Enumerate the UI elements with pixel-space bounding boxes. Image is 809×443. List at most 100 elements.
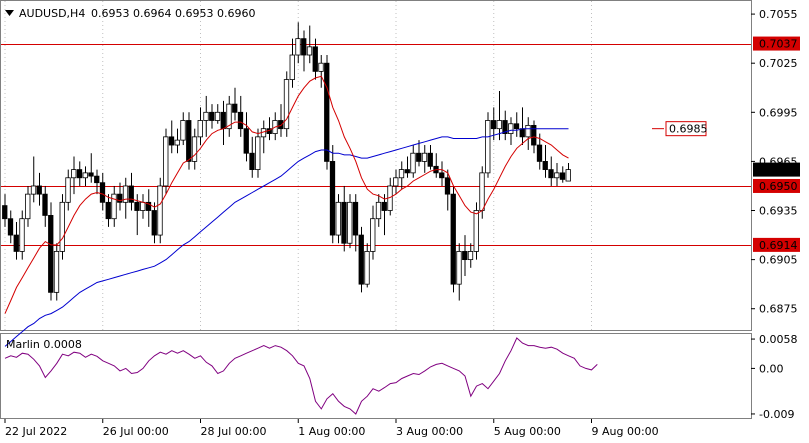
candle-body (59, 201, 65, 252)
level-label: 0.6950 (753, 178, 800, 193)
candle (318, 55, 324, 88)
fast-moving-average-line (4, 75, 569, 314)
level-label-text: 0.6950 (759, 180, 798, 193)
candle-body (243, 128, 249, 154)
indicator-panel[interactable] (0, 333, 752, 419)
triangle-down-icon[interactable] (5, 10, 14, 16)
candle-body (82, 172, 88, 179)
candle-body (209, 111, 215, 121)
candle (122, 177, 129, 219)
candle (358, 226, 364, 293)
level-label-text: 0.7037 (759, 38, 798, 51)
time-tick-label: 5 Aug 00:00 (494, 425, 561, 438)
candle (508, 117, 514, 146)
candle-body (542, 161, 548, 170)
candle-body (508, 123, 514, 134)
candle (53, 243, 60, 301)
candle (30, 156, 37, 203)
candle (554, 163, 560, 186)
candle-body (329, 161, 336, 236)
candle (473, 202, 479, 260)
candle (151, 202, 157, 244)
candle-body (186, 120, 192, 162)
candle (203, 95, 209, 137)
candle (117, 182, 123, 211)
candle-body (289, 54, 295, 80)
price-tick-label: 0.6935 (759, 205, 798, 218)
candle-body (94, 175, 100, 184)
candle (542, 145, 548, 178)
candle (329, 145, 336, 244)
indicator-tick-label: 0.0058 (759, 333, 798, 346)
indicator-tick-label: -0.009 (759, 408, 794, 421)
time-tick-label: 26 Jul 00:00 (103, 425, 169, 438)
candle (467, 243, 474, 268)
candle-body (536, 144, 543, 162)
candle (347, 194, 353, 249)
candle (289, 38, 295, 88)
candle (88, 153, 94, 183)
candle-body (450, 193, 456, 285)
candle (485, 112, 491, 178)
grid (4, 1, 592, 330)
candle (375, 194, 382, 227)
candle (450, 185, 456, 293)
candle (416, 140, 422, 167)
candle-body (490, 120, 497, 130)
price-tick-label: 0.6875 (759, 303, 798, 316)
price-axis[interactable]: 0.70550.70250.69950.69650.69350.69050.68… (751, 8, 800, 316)
candle-body (19, 218, 25, 252)
candle-body (439, 172, 445, 179)
price-tick-label: 0.6905 (759, 254, 798, 267)
time-tick-label: 28 Jul 00:00 (201, 425, 267, 438)
candle (548, 156, 554, 186)
candle-body (25, 193, 31, 220)
candle (502, 110, 508, 141)
candle (243, 112, 249, 162)
candle-body (347, 201, 353, 244)
time-tick-label: 9 Aug 00:00 (592, 425, 659, 438)
candle (82, 166, 88, 186)
candle-body (548, 169, 554, 179)
candle-body (312, 46, 318, 72)
level-label-box (753, 178, 800, 193)
candle-body (105, 201, 111, 220)
candle-body (364, 251, 370, 285)
candles (2, 22, 571, 301)
candle-body (71, 169, 77, 179)
candle (341, 185, 347, 252)
main-panel[interactable] (0, 0, 752, 331)
candle (13, 221, 19, 260)
candle-body (306, 46, 313, 56)
candle-body (214, 111, 221, 121)
candle-body (220, 111, 226, 130)
candle-body (191, 136, 198, 162)
candle (324, 55, 330, 170)
candle-body (42, 193, 48, 216)
candle-body (203, 111, 209, 121)
candle-body (76, 169, 83, 179)
candle-body (301, 38, 307, 56)
candle (312, 38, 318, 80)
candle-body (375, 201, 382, 220)
candle-body (295, 38, 301, 56)
candle-body (462, 251, 468, 261)
candle (255, 128, 261, 178)
target-marker[interactable]: 0.6985 (652, 121, 708, 137)
time-tick-label: 3 Aug 00:00 (396, 425, 463, 438)
candle (536, 133, 543, 170)
indicator-title: Marlin 0.0008 (6, 338, 82, 351)
candle (180, 112, 186, 146)
candle-body (519, 128, 525, 138)
candle (278, 104, 284, 137)
candle (174, 128, 180, 154)
marlin-oscillator-line (4, 337, 598, 415)
candle (306, 25, 313, 64)
candle-body (232, 103, 238, 113)
candle-body (479, 172, 485, 211)
candle-body (370, 218, 376, 252)
candle-body (36, 185, 42, 195)
candle-body (525, 124, 531, 138)
price-tick-label: 0.7025 (759, 57, 798, 70)
